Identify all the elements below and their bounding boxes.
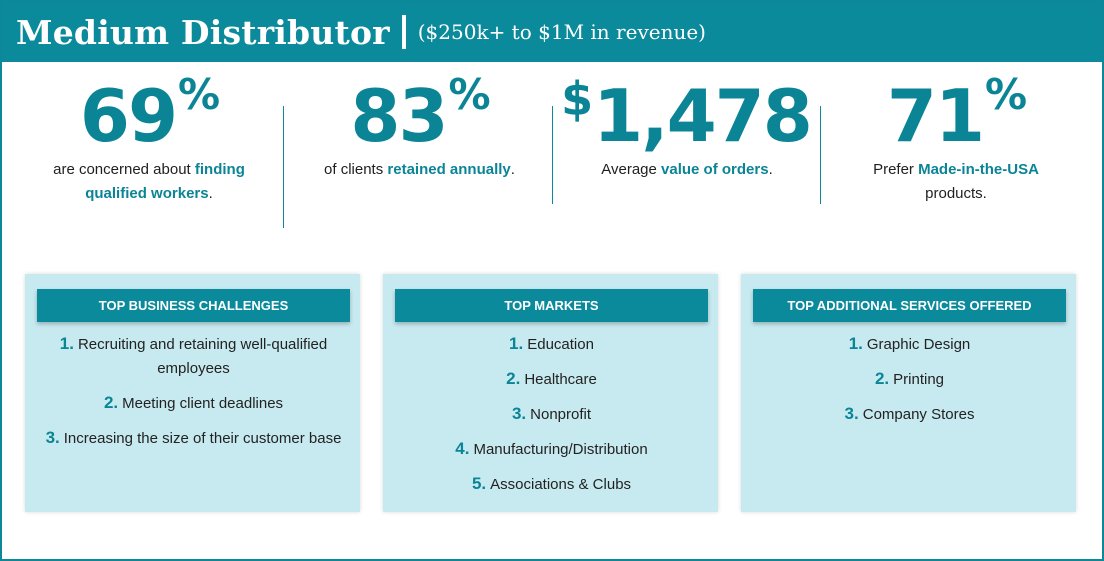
stat-description: Prefer Made-in-the-USA products. [873,161,1039,202]
card-list: 1. Recruiting and retaining well-qualifie… [37,332,350,461]
stat-made-in-usa: 71% Prefer Made-in-the-USA products. [828,70,1084,206]
header-banner: Medium Distributor ($250k+ to $1M in rev… [2,2,1102,62]
stat-value: 69% [79,70,220,158]
page-title: Medium Distributor [16,12,390,52]
card-title: TOP BUSINESS CHALLENGES [37,289,350,322]
card-title: TOP MARKETS [395,289,708,322]
list-item: 1. Graphic Design [848,334,971,353]
list-item: 1. Education [509,334,594,353]
stat-description: are concerned about finding qualified wo… [53,161,245,202]
list-item: 4. Manufacturing/Distribution [455,439,648,458]
list-item: 5. Associations & Clubs [471,474,632,493]
stat-value: 83% [350,70,490,158]
card-top-markets: TOP MARKETS 1. Education 2. Healthcare 3. N… [383,274,718,512]
divider [552,106,553,204]
card-title: TOP ADDITIONAL SERVICES OFFERED [753,289,1066,322]
card-list: 1. Education 2. Healthcare 3. Nonprofit 4. M… [395,332,708,507]
stat-value: $1,478 [561,72,813,158]
list-item: 2. Healthcare [506,369,597,388]
list-item: 3. Nonprofit [511,404,592,423]
card-list: 1. Graphic Design 2. Printing 3. Company St… [753,332,1066,437]
list-item: 2. Printing [874,369,945,388]
stat-order-value: $1,478 Average value of orders. [558,72,816,182]
stat-description: of clients retained annually. [324,161,515,178]
card-business-challenges: TOP BUSINESS CHALLENGES 1. Recruiting and… [25,274,360,512]
divider [283,106,284,228]
list-item: 3. Increasing the size of their customer … [45,428,342,447]
list-item: 2. Meeting client deadlines [103,393,284,412]
title-separator [401,15,406,49]
list-item: 1. Recruiting and retaining well-qualifie… [59,334,328,377]
stat-qualified-workers: 69% are concerned about finding qualifie… [24,70,274,206]
stat-description: Average value of orders. [601,161,773,178]
stat-clients-retained: 83% of clients retained annually. [292,70,547,182]
divider [820,106,821,204]
stat-value: 71% [886,70,1027,158]
card-additional-services: TOP ADDITIONAL SERVICES OFFERED 1. Graphi… [741,274,1076,512]
page-subtitle: ($250k+ to $1M in revenue) [417,20,706,44]
list-item: 3. Company Stores [844,404,975,423]
